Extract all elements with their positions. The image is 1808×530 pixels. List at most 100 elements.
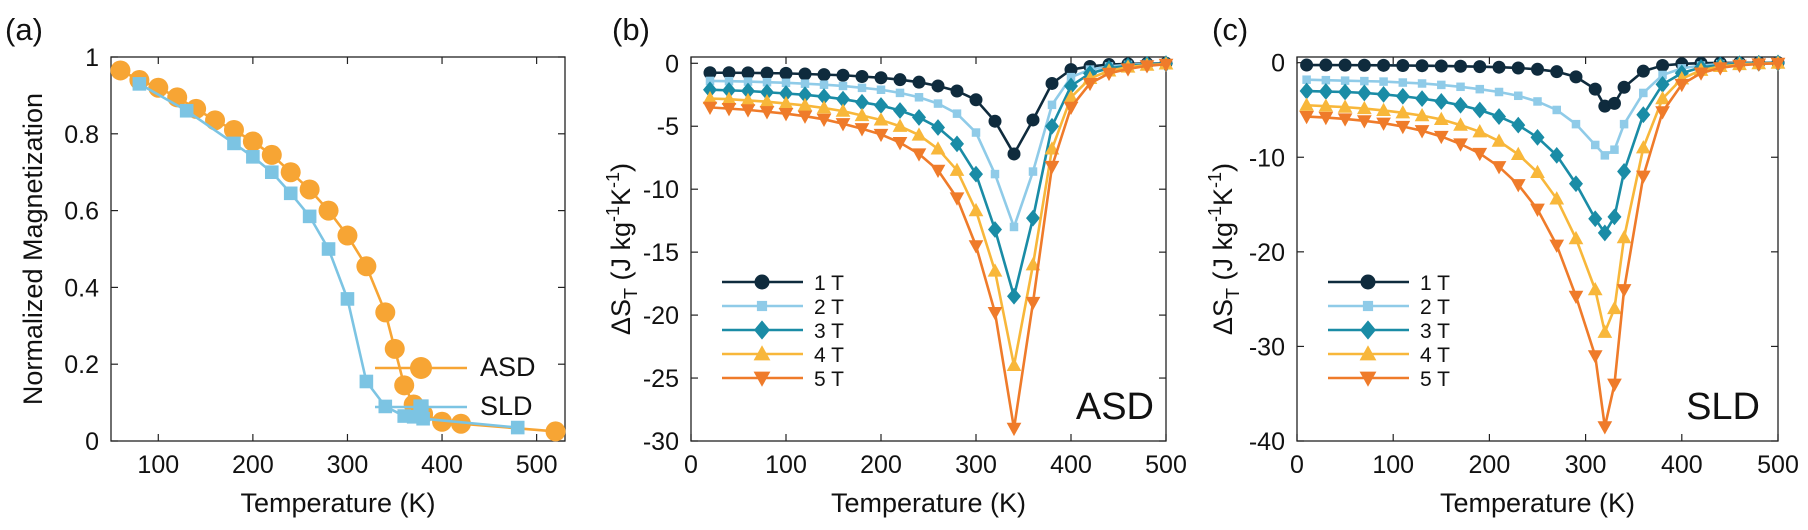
x-tick-label: 200 [860,451,902,479]
legend-label: 3 T [814,320,844,343]
legend-label: 3 T [1420,320,1450,343]
data-point-2-t [1321,75,1331,85]
data-point-2-t [762,77,772,87]
data-point-asd [110,60,131,81]
data-point-3-t [1607,208,1622,226]
legend-marker-5-t [753,371,771,387]
legend-marker-4-t [1359,345,1377,361]
data-point-4-t [1530,164,1545,178]
data-point-4-t [1063,89,1079,103]
data-point-5-t [1472,147,1488,162]
y-tick-label: -25 [643,365,679,393]
data-point-3-t [741,82,755,100]
data-point-2-t [914,93,924,102]
plot-area [702,55,1174,437]
data-point-5-t [1139,60,1155,74]
data-point-5-t [968,240,984,254]
data-point-2-t [1619,119,1629,129]
data-point-5-t [778,108,794,122]
data-point-1-t [1045,76,1059,90]
data-point-3-t [1318,83,1333,100]
legend-label: 5 T [814,368,844,391]
x-tick-label: 200 [232,451,274,479]
data-point-3-t [931,119,945,136]
x-axis-title: Temperature (K) [1440,488,1635,518]
data-point-3-t [1492,108,1507,125]
data-point-4-t [1510,146,1526,161]
data-point-asd [299,179,320,200]
data-point-sld [132,77,147,91]
y-tick-label: 0.4 [64,274,99,302]
y-tick-label: -20 [643,302,679,330]
data-point-5-t [1356,115,1372,129]
data-point-5-t [873,128,889,143]
data-point-1-t [798,67,812,81]
data-point-4-t [1356,100,1372,115]
data-point-2-t [1610,145,1619,154]
data-point-asd [242,131,263,152]
x-tick-label: 100 [137,451,179,479]
data-point-2-t [781,78,791,88]
data-point-2-t [1475,84,1485,94]
legend-label: 1 T [1420,272,1450,295]
data-point-5-t [1635,170,1651,184]
data-point-2-t [895,88,905,98]
data-point-4-t [892,118,908,132]
data-point-4-t [797,97,813,112]
data-point-4-t [1453,117,1468,131]
chart-panel-b: (b) 0 100 200 300 400 500 0 -5 -10 -15 -20 -25 -30 Tem… [603,12,1187,518]
data-point-2-t [1456,82,1465,92]
data-point-asd [356,256,377,277]
series-line-1-t [710,61,1167,157]
x-tick-label: 300 [955,451,997,479]
data-point-3-t [779,85,793,102]
data-point-5-t [1063,101,1079,116]
panel-label: (c) [1212,12,1248,47]
data-point-2-t [724,76,734,86]
data-point-asd [384,338,405,359]
data-point-3-t [1617,163,1632,180]
y-tick-label: 0.2 [64,351,99,379]
legend-marker-3-t [754,320,770,340]
data-point-sld [302,209,317,224]
data-point-5-t [1607,378,1622,392]
data-point-3-t [950,135,964,153]
legend-label: ASD [480,352,536,382]
data-point-1-t [1434,59,1448,73]
legend-label: 5 T [1420,368,1450,391]
data-point-4-t [1607,300,1622,315]
data-point-5-t [1395,120,1411,135]
data-point-4-t [1655,90,1670,105]
data-point-2-t [857,83,867,93]
data-point-3-t [1549,146,1564,164]
data-point-3-t [1636,106,1651,124]
data-point-2-t [1658,70,1667,80]
data-point-2-t [1066,72,1076,82]
x-tick-label: 0 [1290,451,1304,479]
data-point-5-t [1044,160,1060,175]
data-point-3-t [912,109,926,126]
data-point-2-t [876,85,886,94]
legend-marker-sld [413,399,429,415]
x-tick-label: 500 [1145,451,1187,479]
data-point-3-t [1597,224,1612,242]
data-point-4-t [759,93,775,108]
x-axis-title: Temperature (K) [240,488,435,518]
data-point-5-t [1414,125,1430,139]
data-point-2-t [705,76,715,86]
data-point-sld [510,420,525,435]
data-point-asd [394,375,415,396]
data-point-5-t [835,118,851,132]
data-point-2-t [819,80,829,89]
y-tick-label: -30 [643,428,679,456]
data-point-1-t [1319,58,1333,72]
y-tick-label: -30 [1249,333,1285,361]
data-point-3-t [798,86,812,104]
data-point-4-t [949,162,965,176]
data-point-5-t [1433,130,1449,145]
y-tick-label: -20 [1249,239,1285,267]
y-axis-title: Normalized Magnetization [18,93,48,405]
x-tick-label: 300 [1565,451,1607,479]
data-point-5-t [1082,77,1098,92]
